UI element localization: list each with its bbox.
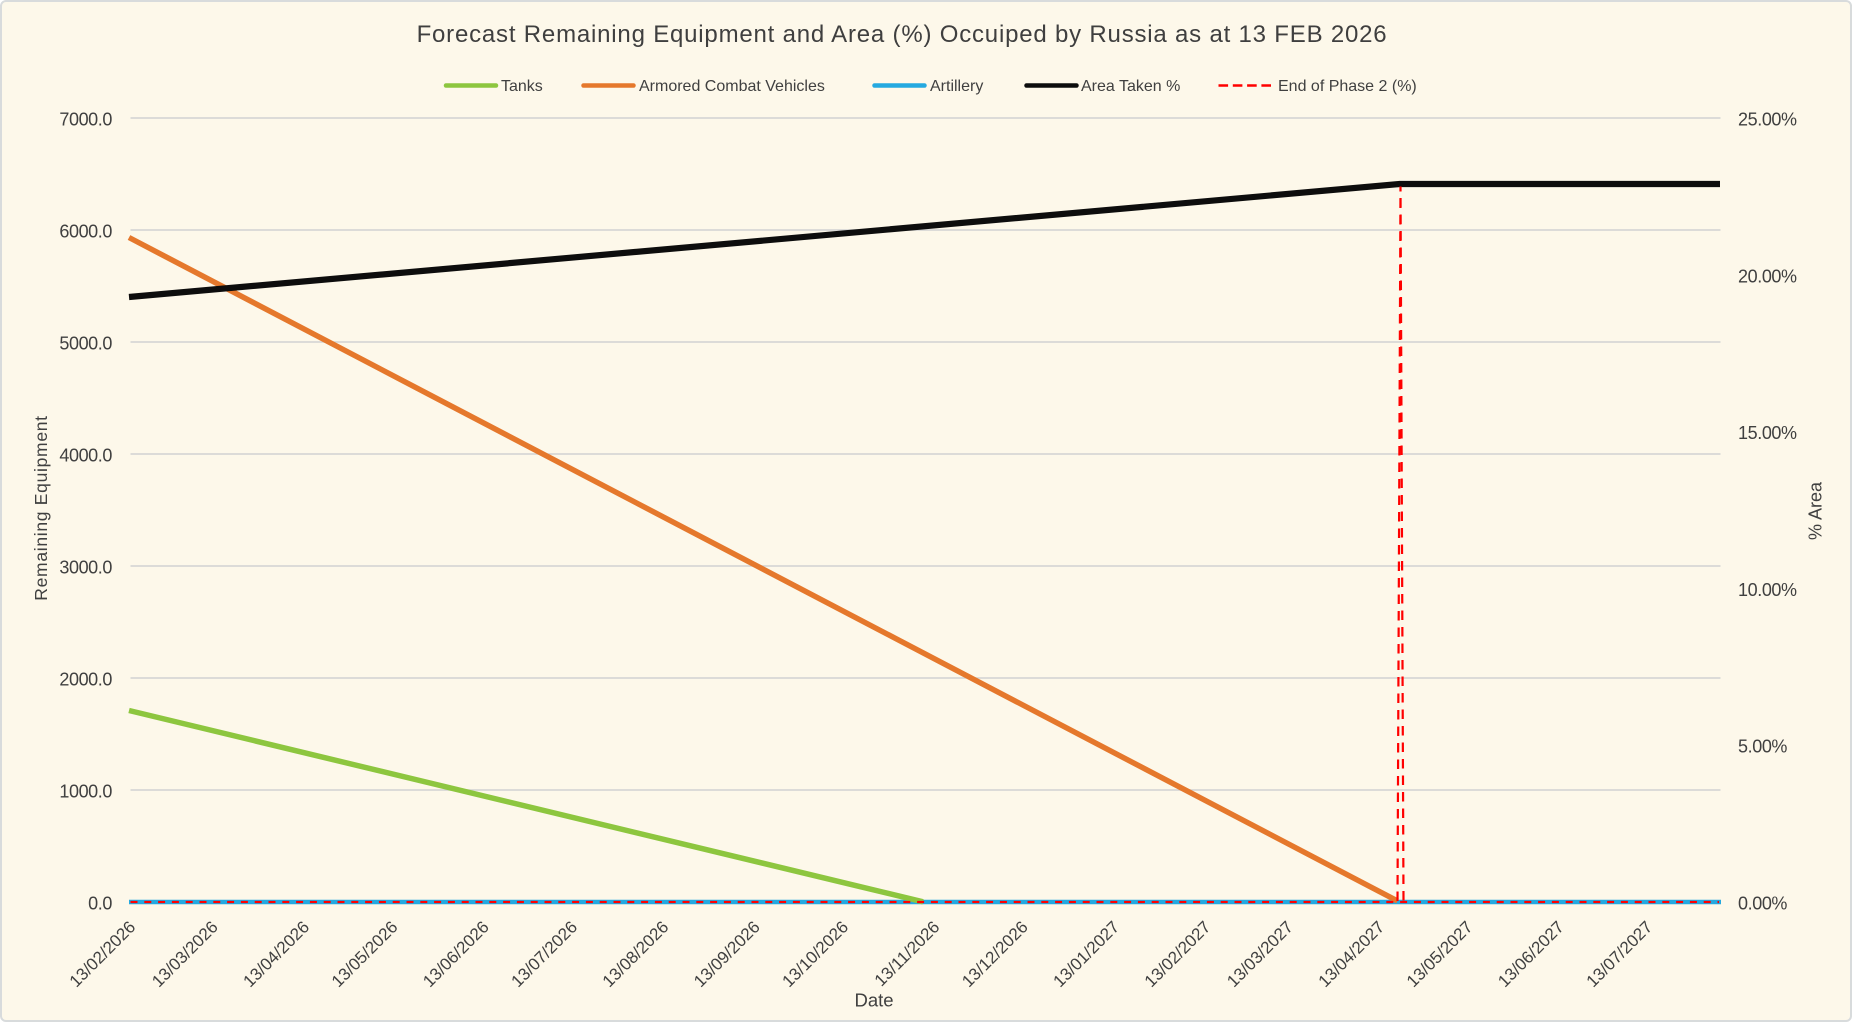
svg-text:25.00%: 25.00% xyxy=(1738,110,1797,130)
svg-text:2000.0: 2000.0 xyxy=(59,670,112,690)
svg-text:Armored Combat Vehicles: Armored Combat Vehicles xyxy=(639,78,825,95)
svg-text:4000.0: 4000.0 xyxy=(59,446,112,466)
svg-text:Tanks: Tanks xyxy=(501,78,543,95)
svg-text:5000.0: 5000.0 xyxy=(59,334,112,354)
svg-text:5.00%: 5.00% xyxy=(1738,737,1787,757)
svg-text:10.00%: 10.00% xyxy=(1738,580,1797,600)
svg-text:% Area: % Area xyxy=(1806,481,1826,540)
svg-text:0.00%: 0.00% xyxy=(1738,894,1787,914)
svg-text:Forecast Remaining Equipment a: Forecast Remaining Equipment and Area (%… xyxy=(417,21,1388,48)
svg-text:0.0: 0.0 xyxy=(88,894,112,914)
svg-text:Date: Date xyxy=(854,990,893,1011)
svg-text:6000.0: 6000.0 xyxy=(59,222,112,242)
svg-text:7000.0: 7000.0 xyxy=(59,110,112,130)
svg-text:1000.0: 1000.0 xyxy=(59,782,112,802)
svg-text:3000.0: 3000.0 xyxy=(59,558,112,578)
svg-text:Artillery: Artillery xyxy=(930,78,983,95)
svg-text:15.00%: 15.00% xyxy=(1738,423,1797,443)
svg-text:Remaining Equipment: Remaining Equipment xyxy=(31,415,51,600)
svg-text:20.00%: 20.00% xyxy=(1738,266,1797,286)
svg-text:End of Phase 2 (%): End of Phase 2 (%) xyxy=(1278,78,1417,95)
svg-text:Area Taken %: Area Taken % xyxy=(1081,78,1180,95)
